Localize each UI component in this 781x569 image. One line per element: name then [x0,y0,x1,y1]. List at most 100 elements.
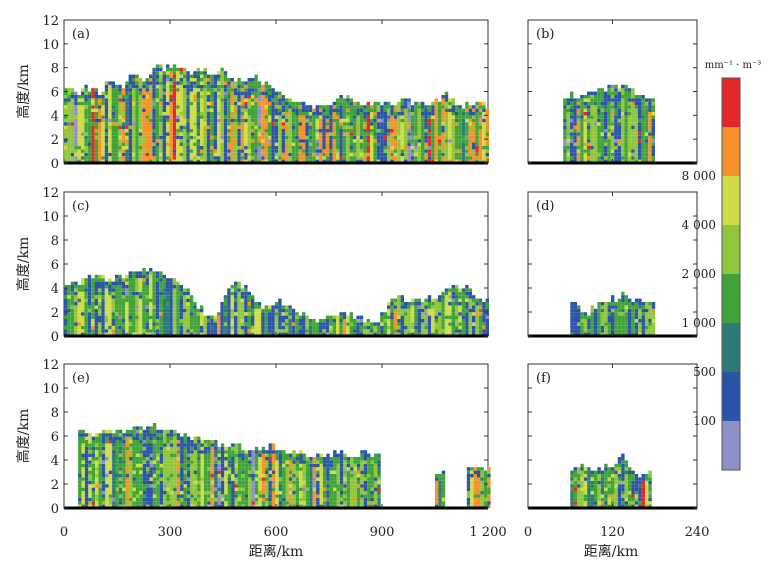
radar-cell [468,112,472,116]
radar-cell [149,285,153,289]
radar-cell [237,122,241,126]
radar-cell [200,312,204,316]
radar-cell [431,108,435,112]
radar-cell [132,129,136,133]
radar-cell [145,271,149,275]
radar-cell [247,325,251,330]
radar-cell [444,319,449,323]
radar-cell [227,156,231,160]
radar-cell [179,115,183,119]
radar-cell [308,325,313,330]
radar-cell [121,156,126,160]
radar-cell [404,312,408,316]
radar-cell [448,118,452,123]
radar-cell [431,302,435,306]
radar-cell [648,329,652,333]
radar-cell [169,142,173,146]
radar-cell [189,142,194,146]
radar-cell [441,315,445,319]
radar-cell [339,322,343,326]
radar-cell [172,325,177,330]
radar-cell [155,288,160,292]
radar-cell [611,305,615,309]
radar-cell [98,329,102,333]
radar-cell [461,298,466,302]
radar-cell [597,108,601,112]
radar-cell [641,139,645,143]
radar-cell [152,81,156,85]
radar-cell [590,149,594,153]
radar-cell [77,308,81,313]
radar-cell [111,332,115,336]
radar-cell [200,135,204,140]
radar-cell [448,332,452,336]
radar-cell [424,149,428,153]
radar-cell [98,115,102,119]
radar-cell [183,84,187,89]
radar-cell [234,315,238,319]
radar-cell [319,159,323,163]
radar-cell [322,142,326,146]
radar-cell [64,291,68,296]
radar-cell [94,312,98,316]
radar-cell [115,302,119,306]
radar-cell [78,504,82,508]
radar-cell [390,302,394,306]
radar-cell [196,71,200,75]
radar-cell [271,115,275,119]
radar-cell [189,101,194,106]
radar-cell [101,156,105,160]
radar-cell [84,139,88,143]
radar-cell [621,332,625,336]
radar-cell [244,118,248,123]
radar-cell [237,288,241,292]
radar-cell [149,312,153,316]
radar-cell [155,142,160,146]
radar-cell [580,101,584,106]
radar-cell [566,108,570,112]
radar-cell [125,139,129,143]
radar-cell [322,325,326,330]
radar-cell [583,152,587,157]
radar-cell [648,312,652,316]
radar-cell [220,125,224,129]
radar-cell [203,329,207,333]
radar-cell [166,108,170,112]
radar-cell [651,135,655,140]
radar-cell [580,115,584,119]
radar-cell [81,152,85,157]
radar-cell [417,308,421,313]
radar-cell [145,329,149,333]
radar-cell [84,156,88,160]
radar-cell [227,291,231,296]
radar-cell [189,81,194,85]
radar-cell [427,142,432,146]
radar-cell [624,139,628,143]
radar-cell [213,95,217,99]
radar-cell [135,291,139,296]
radar-cell [594,312,598,316]
radar-cell [465,118,469,123]
radar-cell [74,129,78,133]
radar-cell [104,329,109,333]
radar-cell [397,159,401,163]
radar-cell [121,315,126,319]
radar-cell [580,122,584,126]
radar-cell [573,329,577,333]
radar-cell [451,135,455,140]
radar-cell [302,108,306,112]
radar-cell [278,329,282,333]
radar-cell [67,125,71,129]
radar-cell [325,122,330,126]
radar-cell [342,332,347,336]
radar-cell [563,105,567,109]
radar-cell [234,312,238,316]
radar-cell [234,118,238,123]
radar-cell [135,84,139,89]
radar-cell [648,142,652,146]
radar-cell [234,319,238,323]
radar-cell [111,152,115,157]
radar-cell [203,135,207,140]
radar-cell [196,149,200,153]
radar-cell [322,139,326,143]
